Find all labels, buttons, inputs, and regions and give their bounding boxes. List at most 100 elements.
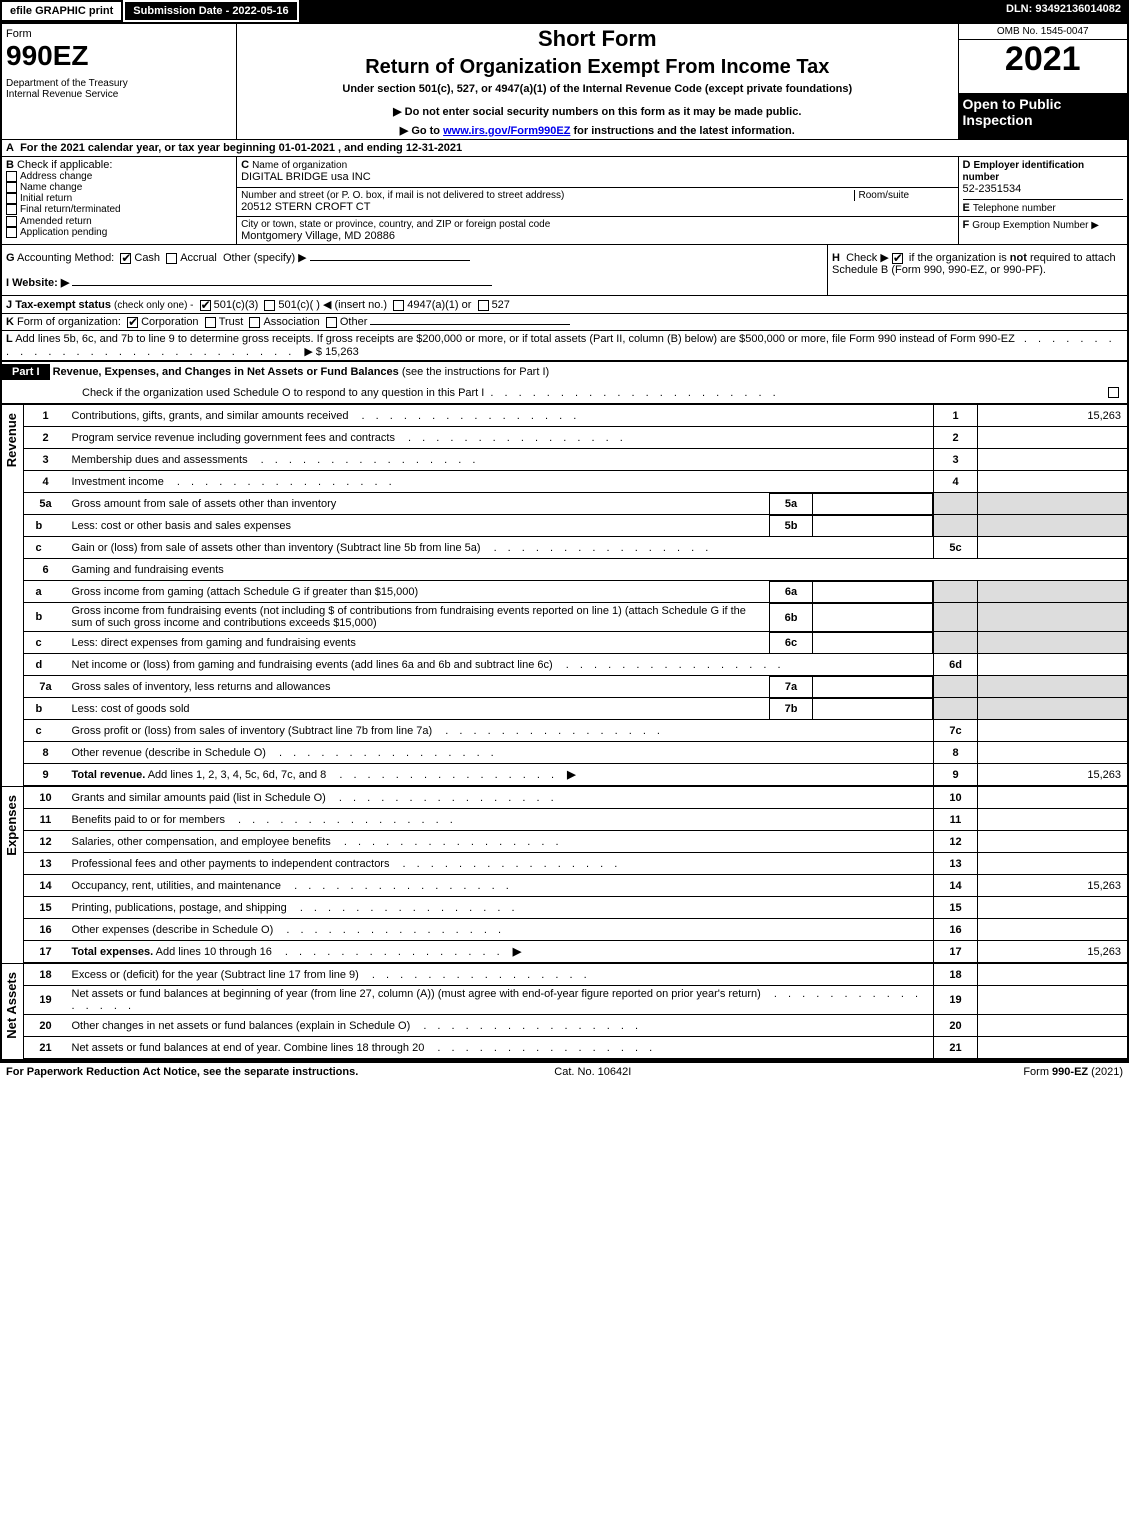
line-num-1: 1 bbox=[24, 405, 68, 426]
shadeval-6c bbox=[977, 632, 1127, 653]
j-title: Tax-exempt status bbox=[15, 299, 111, 311]
j-o2: 501(c)( ) ◀ (insert no.) bbox=[278, 299, 387, 311]
city-label: City or town, state or province, country… bbox=[241, 219, 953, 230]
shadeval-6b bbox=[977, 603, 1127, 631]
part1-schedule-o-check[interactable] bbox=[1108, 387, 1119, 398]
j-o3: 4947(a)(1) or bbox=[407, 299, 471, 311]
boxnum-21: 21 bbox=[933, 1037, 977, 1058]
line-desc-19: Net assets or fund balances at beginning… bbox=[68, 986, 934, 1014]
boxnum-1: 1 bbox=[933, 405, 977, 426]
h-check[interactable] bbox=[892, 253, 903, 264]
footer: For Paperwork Reduction Act Notice, see … bbox=[0, 1061, 1129, 1081]
g-cash-check[interactable] bbox=[120, 253, 131, 264]
k-assoc-check[interactable] bbox=[249, 317, 260, 328]
j-527-check[interactable] bbox=[478, 300, 489, 311]
line-desc-5a: Gross amount from sale of assets other t… bbox=[68, 496, 770, 512]
h-text1: Check ▶ bbox=[846, 252, 892, 264]
part1-header: Part I Revenue, Expenses, and Changes in… bbox=[1, 361, 1128, 405]
shadebox-6a bbox=[933, 581, 977, 602]
line-desc-6a: Gross income from gaming (attach Schedul… bbox=[68, 584, 770, 600]
f-cell: F Group Exemption Number ▶ bbox=[958, 217, 1128, 245]
line-desc-12: Salaries, other compensation, and employ… bbox=[68, 834, 934, 850]
midval-6c bbox=[813, 632, 933, 653]
line-a: A For the 2021 calendar year, or tax yea… bbox=[1, 140, 1128, 157]
line-desc-5c: Gain or (loss) from sale of assets other… bbox=[68, 540, 934, 556]
j-4947-check[interactable] bbox=[393, 300, 404, 311]
efile-print-tab[interactable]: efile GRAPHIC print bbox=[0, 0, 123, 22]
line-4: 4Investment income . . . . . . . . . . .… bbox=[24, 471, 1128, 493]
boxval-15 bbox=[977, 897, 1127, 918]
line-num-18: 18 bbox=[24, 964, 68, 985]
subtitle-ssn: ▶ Do not enter social security numbers o… bbox=[241, 105, 953, 118]
boxnum-18: 18 bbox=[933, 964, 977, 985]
line-num-6c: c bbox=[24, 632, 68, 653]
k-o2: Trust bbox=[219, 316, 244, 328]
b-opt-address[interactable]: Address change bbox=[6, 171, 232, 182]
line-6c: cLess: direct expenses from gaming and f… bbox=[24, 632, 1128, 654]
line-7c: cGross profit or (loss) from sales of in… bbox=[24, 720, 1128, 742]
j-501c3-check[interactable] bbox=[200, 300, 211, 311]
line-num-5c: c bbox=[24, 537, 68, 558]
boxval-20 bbox=[977, 1015, 1127, 1036]
k-label: K bbox=[6, 316, 14, 328]
line-15: 15Printing, publications, postage, and s… bbox=[24, 897, 1128, 919]
l-row: L Add lines 5b, 6c, and 7b to line 9 to … bbox=[1, 331, 1128, 362]
line-num-15: 15 bbox=[24, 897, 68, 918]
irs-link[interactable]: www.irs.gov/Form990EZ bbox=[443, 125, 570, 137]
title-return: Return of Organization Exempt From Incom… bbox=[241, 56, 953, 79]
midbox-5a: 5a bbox=[769, 493, 813, 514]
line-desc-7c: Gross profit or (loss) from sales of inv… bbox=[68, 723, 934, 739]
b-opt-name[interactable]: Name change bbox=[6, 182, 232, 193]
open-to-public: Open to Public Inspection bbox=[958, 93, 1128, 139]
c-name-cell: C Name of organization DIGITAL BRIDGE us… bbox=[237, 157, 958, 188]
k-corp-check[interactable] bbox=[127, 317, 138, 328]
boxnum-9: 9 bbox=[933, 764, 977, 785]
boxval-11 bbox=[977, 809, 1127, 830]
j-501c-check[interactable] bbox=[264, 300, 275, 311]
title-cell: Short Form Return of Organization Exempt… bbox=[237, 23, 958, 140]
h-cell: H Check ▶ if the organization is not req… bbox=[827, 245, 1127, 295]
boxnum-17: 17 bbox=[933, 941, 977, 962]
subtitle-section: Under section 501(c), 527, or 4947(a)(1)… bbox=[241, 83, 953, 95]
b-opt-initial[interactable]: Initial return bbox=[6, 193, 232, 204]
line-6b: bGross income from fundraising events (n… bbox=[24, 603, 1128, 632]
k-other-check[interactable] bbox=[326, 317, 337, 328]
b-opt-pending[interactable]: Application pending bbox=[6, 227, 232, 238]
boxnum-15: 15 bbox=[933, 897, 977, 918]
boxnum-19: 19 bbox=[933, 986, 977, 1014]
g-accrual-check[interactable] bbox=[166, 253, 177, 264]
line-desc-6d: Net income or (loss) from gaming and fun… bbox=[68, 657, 934, 673]
line-num-7a: 7a bbox=[24, 676, 68, 697]
boxval-7c bbox=[977, 720, 1127, 741]
a-text: For the 2021 calendar year, or tax year … bbox=[20, 142, 462, 154]
k-o4: Other bbox=[340, 316, 368, 328]
line-10: 10Grants and similar amounts paid (list … bbox=[24, 787, 1128, 809]
footer-catno: Cat. No. 10642I bbox=[554, 1066, 631, 1078]
line-num-6a: a bbox=[24, 581, 68, 602]
g-accrual: Accrual bbox=[180, 252, 217, 264]
f-title: Group Exemption Number ▶ bbox=[972, 220, 1099, 231]
tax-year: 2021 bbox=[959, 40, 1128, 79]
boxval-4 bbox=[977, 471, 1127, 492]
revenue-sidelabel: Revenue bbox=[2, 405, 21, 475]
b-opt-final[interactable]: Final return/terminated bbox=[6, 204, 232, 215]
boxnum-16: 16 bbox=[933, 919, 977, 940]
d-title: Employer identification number bbox=[963, 160, 1085, 183]
line-5a: 5aGross amount from sale of assets other… bbox=[24, 493, 1128, 515]
b-opt-amended[interactable]: Amended return bbox=[6, 216, 232, 227]
boxval-19 bbox=[977, 986, 1127, 1014]
line-num-21: 21 bbox=[24, 1037, 68, 1058]
line-desc-21: Net assets or fund balances at end of ye… bbox=[68, 1040, 934, 1056]
line-num-4: 4 bbox=[24, 471, 68, 492]
k-trust-check[interactable] bbox=[205, 317, 216, 328]
boxval-21 bbox=[977, 1037, 1127, 1058]
dln-label: DLN: 93492136014082 bbox=[998, 0, 1129, 22]
line-9: 9Total revenue. Add lines 1, 2, 3, 4, 5c… bbox=[24, 764, 1128, 786]
midbox-6c: 6c bbox=[769, 632, 813, 653]
line-19: 19Net assets or fund balances at beginni… bbox=[24, 986, 1128, 1015]
e-title: Telephone number bbox=[973, 203, 1056, 214]
shadeval-5b bbox=[977, 515, 1127, 536]
g-label: G bbox=[6, 252, 15, 264]
line-18: 18Excess or (deficit) for the year (Subt… bbox=[24, 964, 1128, 986]
line-3: 3Membership dues and assessments . . . .… bbox=[24, 449, 1128, 471]
